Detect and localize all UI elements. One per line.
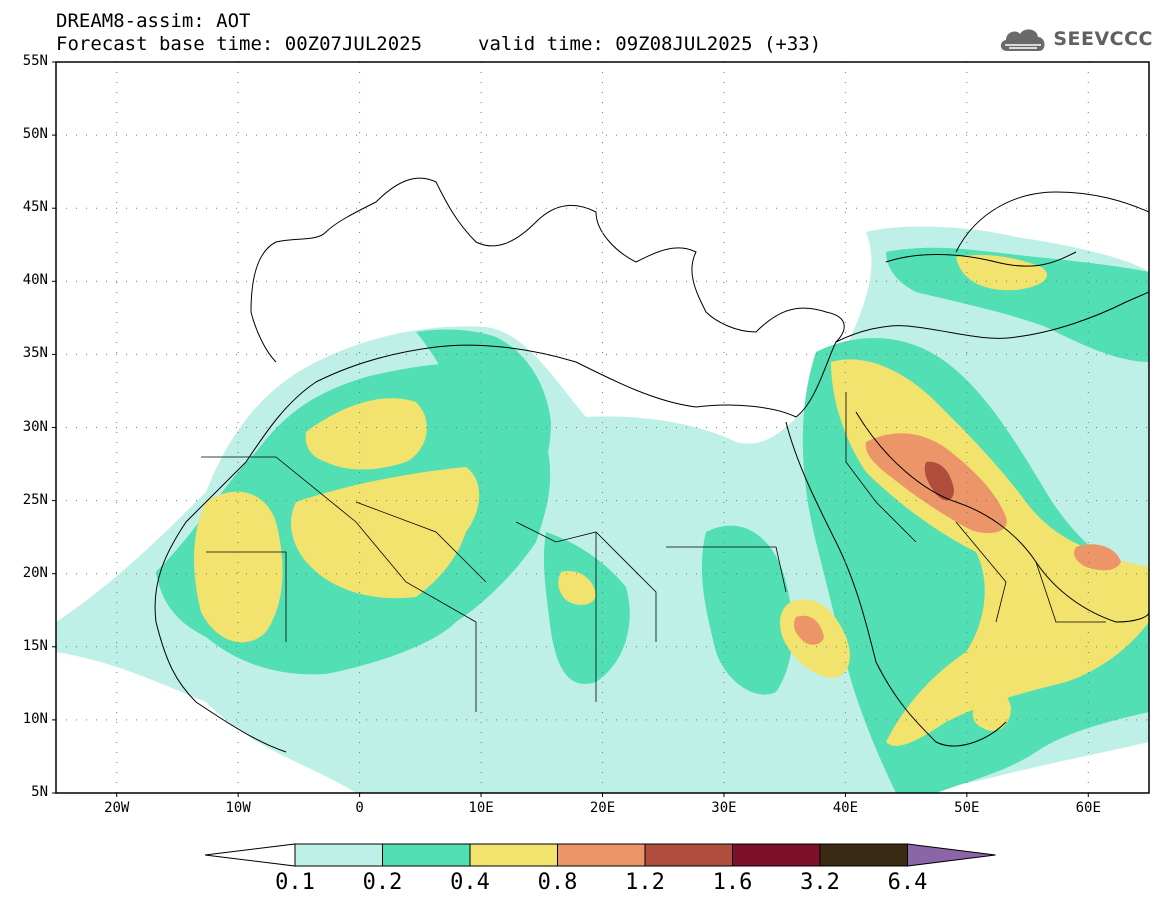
logo-text: SEEVCCC xyxy=(1053,28,1153,50)
lat-label: 25N xyxy=(22,491,48,508)
colorbar-under-triangle xyxy=(205,843,296,867)
aot-field xyxy=(56,177,1149,793)
colorbar-level-label: 1.2 xyxy=(625,870,665,895)
seevccc-logo: SEEVCCC xyxy=(997,22,1153,56)
lon-label: 60E xyxy=(1075,800,1101,816)
lon-label: 30E xyxy=(711,800,737,816)
colorbar-level-label: 6.4 xyxy=(887,870,928,895)
lat-label: 50N xyxy=(22,126,48,143)
lat-label: 30N xyxy=(22,418,48,435)
colorbar-box xyxy=(382,843,471,867)
colorbar-over-triangle xyxy=(907,843,996,867)
colorbar-level-label: 3.2 xyxy=(800,870,840,895)
lat-label: 35N xyxy=(22,345,48,362)
lat-label: 45N xyxy=(22,199,48,216)
lat-label: 5N xyxy=(31,784,48,800)
lat-label: 55N xyxy=(22,53,48,69)
lat-label: 40N xyxy=(22,272,48,289)
lat-label: 10N xyxy=(22,710,48,727)
lon-label: 10E xyxy=(468,800,494,816)
lat-label: 20N xyxy=(22,564,48,581)
colorbar-box xyxy=(732,843,821,867)
forecast-base-time: Forecast base time: 00Z07JUL2025 xyxy=(56,33,423,55)
aot-colorbar xyxy=(205,843,996,867)
lon-label: 40E xyxy=(832,800,859,816)
colorbar-level-label: 0.4 xyxy=(450,870,490,895)
colorbar-level-label: 1.6 xyxy=(712,870,753,895)
colorbar-box xyxy=(557,843,646,867)
valid-time: valid time: 09Z08JUL2025 (+33) xyxy=(478,33,822,55)
lon-label: 0 xyxy=(355,800,364,816)
lon-label: 10W xyxy=(225,800,251,816)
colorbar-box xyxy=(294,843,383,867)
lon-label: 20E xyxy=(589,800,616,816)
aot-map[interactable] xyxy=(56,62,1149,793)
colorbar-box xyxy=(469,843,558,867)
colorbar-level-label: 0.1 xyxy=(275,870,315,895)
lon-label: 20W xyxy=(104,800,130,816)
cloud-logo-icon xyxy=(1001,29,1045,51)
colorbar-level-label: 0.8 xyxy=(537,870,578,895)
colorbar-box xyxy=(819,843,908,867)
lat-label: 15N xyxy=(22,637,48,654)
map-title: DREAM8-assim: AOT xyxy=(56,10,251,32)
colorbar-level-label: 0.2 xyxy=(362,870,403,895)
lon-label: 50E xyxy=(954,800,980,816)
colorbar-box xyxy=(644,843,733,867)
